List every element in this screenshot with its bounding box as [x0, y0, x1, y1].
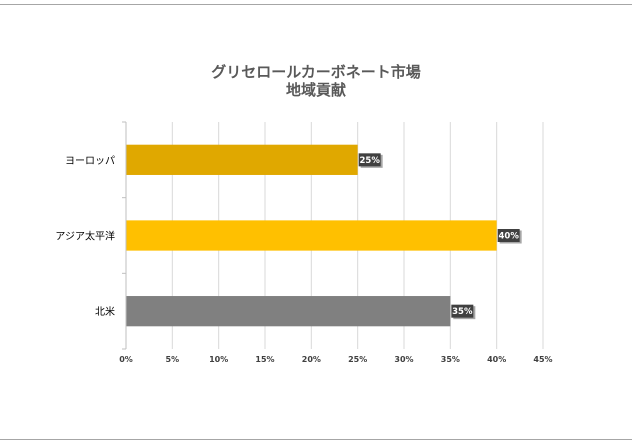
category-label: アジア太平洋 [55, 230, 115, 243]
bar [126, 296, 451, 327]
bar [126, 220, 497, 251]
x-tick-label: 35% [441, 355, 460, 364]
data-label: 35% [452, 307, 473, 317]
x-tick-label: 25% [348, 355, 367, 364]
x-tick-label: 10% [209, 355, 228, 364]
category-label: 北米 [95, 305, 115, 318]
data-label-box [358, 153, 381, 167]
category-label: ヨーロッパ [65, 155, 115, 167]
data-label: 25% [359, 156, 380, 166]
top-divider [0, 4, 632, 5]
chart-title-line-1: グリセロールカーボネート市場 [211, 63, 421, 81]
x-tick-label: 5% [166, 355, 180, 364]
data-label-box [451, 304, 474, 318]
x-tick-label: 40% [487, 355, 506, 364]
x-tick-label: 15% [255, 355, 274, 364]
bar [126, 144, 358, 175]
chart-title-line-2: 地域貢献 [286, 81, 346, 99]
x-tick-label: 0% [119, 355, 133, 364]
bottom-divider [0, 439, 632, 440]
data-label: 40% [498, 232, 519, 242]
x-tick-label: 30% [394, 355, 413, 364]
x-tick-label: 45% [533, 355, 552, 364]
x-tick-label: 20% [302, 355, 321, 364]
data-label-box [497, 229, 520, 242]
